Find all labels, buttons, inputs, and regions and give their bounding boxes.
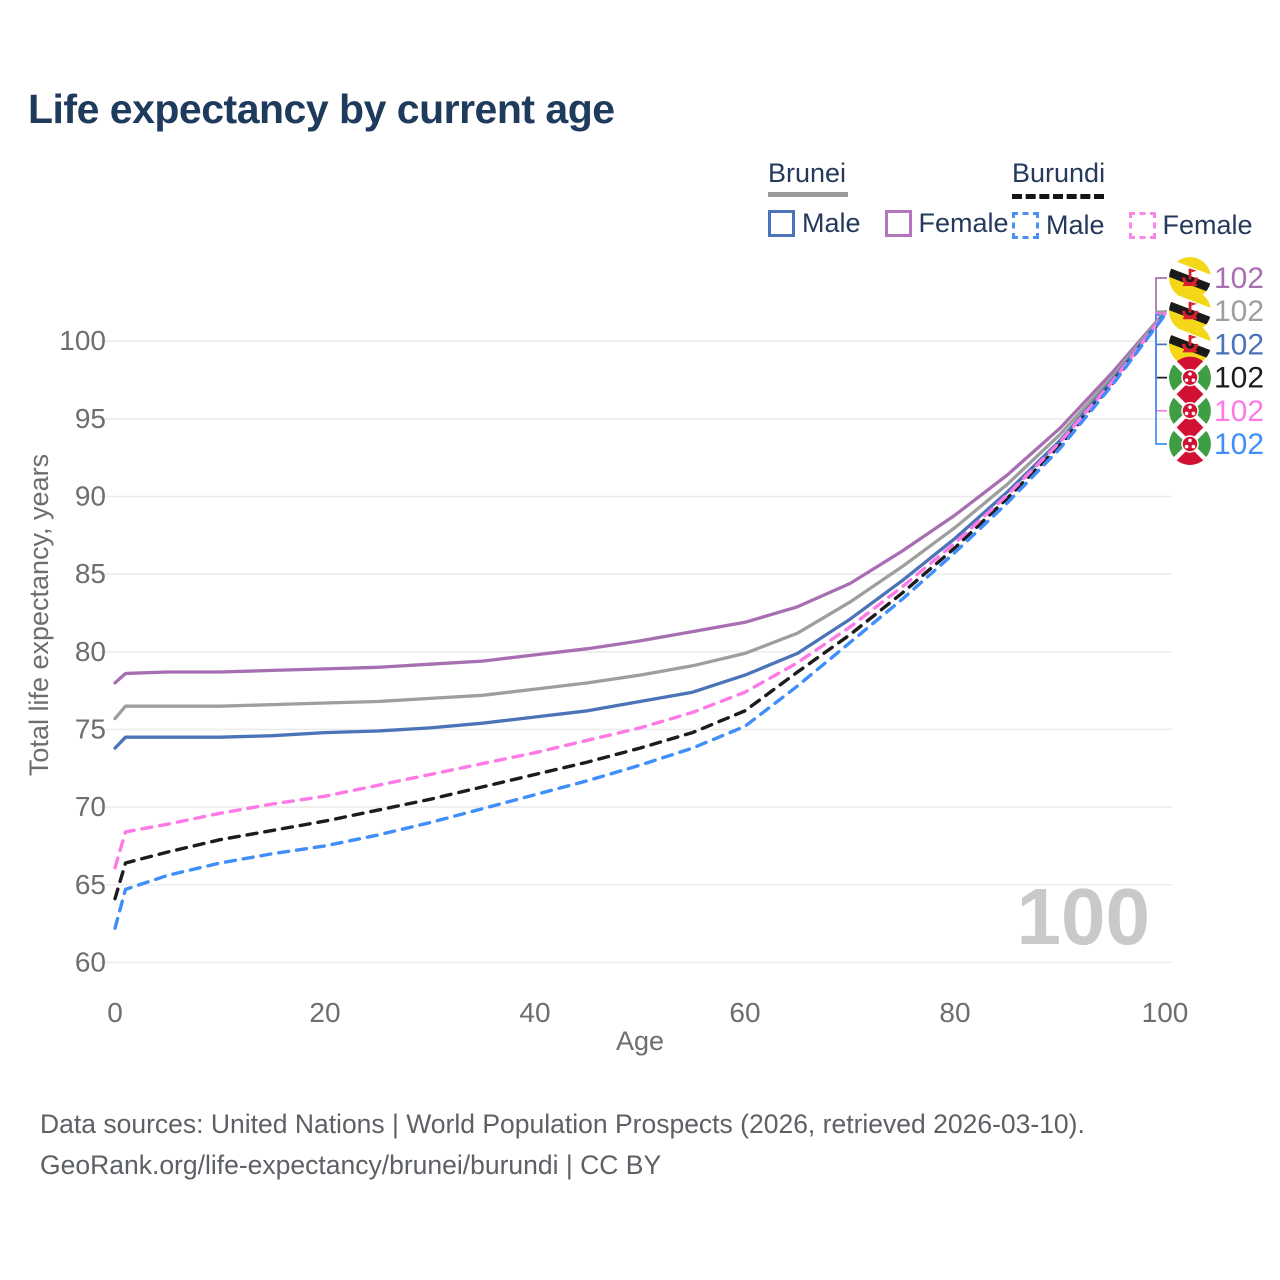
x-tick-label: 80 [939,997,970,1028]
y-tick-label: 60 [75,946,106,977]
y-tick-label: 90 [75,481,106,512]
x-tick-label: 60 [729,997,760,1028]
x-axis-title: Age [616,1026,664,1056]
leader-line [1155,312,1167,412]
x-tick-label: 0 [107,997,123,1028]
y-tick-label: 65 [75,869,106,900]
series-end-flags [1164,257,1217,465]
series-lines [113,310,1167,930]
leader-line [1155,313,1167,445]
legend-group-burundi: Burundi Male Female [1012,158,1277,241]
x-axis-tick-labels: 0 20 40 60 80 100 [107,997,1188,1028]
x-tick-label: 20 [309,997,340,1028]
legend-item-brunei-female[interactable]: Female [884,208,1009,239]
legend-label: Male [802,208,861,238]
burundi-combined-line-swatch [1012,194,1104,199]
y-tick-label: 75 [75,713,106,744]
y-tick-label: 70 [75,791,106,822]
end-value-label-brunei-both: 102 [1214,295,1264,328]
end-value-label-burundi-male: 102 [1214,428,1264,461]
series-line-burundi-female[interactable] [113,311,1167,870]
legend-group-brunei: Brunei Male Female [768,158,1033,239]
brunei-female-swatch [884,210,912,237]
legend-country-brunei[interactable]: Brunei [768,158,847,188]
series-line-brunei-both[interactable] [113,310,1167,721]
series-line-brunei-male[interactable] [113,311,1167,750]
legend-item-brunei-male[interactable]: Male [768,208,861,239]
y-tick-label: 85 [75,558,106,589]
y-tick-label: 100 [59,325,106,356]
end-value-label-brunei-male: 102 [1214,328,1264,361]
page-title: Life expectancy by current age [28,86,615,132]
brunei-combined-line-swatch [768,192,848,197]
y-axis-title: Total life expectancy, years [24,454,54,776]
leader-line [1155,310,1167,313]
burundi-male-swatch [1012,212,1039,239]
age-counter-watermark: 100 [1017,872,1150,961]
series-line-burundi-both[interactable] [113,313,1167,901]
end-value-label-burundi-female: 102 [1214,395,1264,428]
legend-label: Female [1162,210,1253,240]
burundi-female-swatch [1128,212,1156,239]
legend-label: Male [1046,210,1105,240]
end-value-label-brunei-female: 102 [1214,262,1264,295]
x-tick-label: 40 [519,997,550,1028]
legend-item-burundi-male[interactable]: Male [1012,210,1105,241]
source-url-line[interactable]: GeoRank.org/life-expectancy/brunei/burun… [40,1150,662,1180]
legend-country-burundi[interactable]: Burundi [1012,158,1106,188]
x-tick-label: 100 [1142,997,1189,1028]
leader-line [1155,277,1167,313]
legend-label: Female [918,208,1009,238]
brunei-male-swatch [768,210,795,237]
legend-item-burundi-female[interactable]: Female [1128,210,1253,241]
series-line-burundi-male[interactable] [113,313,1167,930]
gridlines [100,340,1172,964]
end-value-label-burundi-both: 102 [1214,362,1264,395]
burundi-flag-icon [1169,423,1211,465]
y-tick-label: 80 [75,636,106,667]
series-line-brunei-female[interactable] [113,310,1167,685]
y-tick-label: 95 [75,403,106,434]
y-axis-tick-labels: 60 65 70 75 80 85 90 95 100 [59,325,106,977]
attribution-footer: Data sources: United Nations | World Pop… [40,1104,1085,1186]
data-sources-line: Data sources: United Nations | World Pop… [40,1109,1085,1139]
